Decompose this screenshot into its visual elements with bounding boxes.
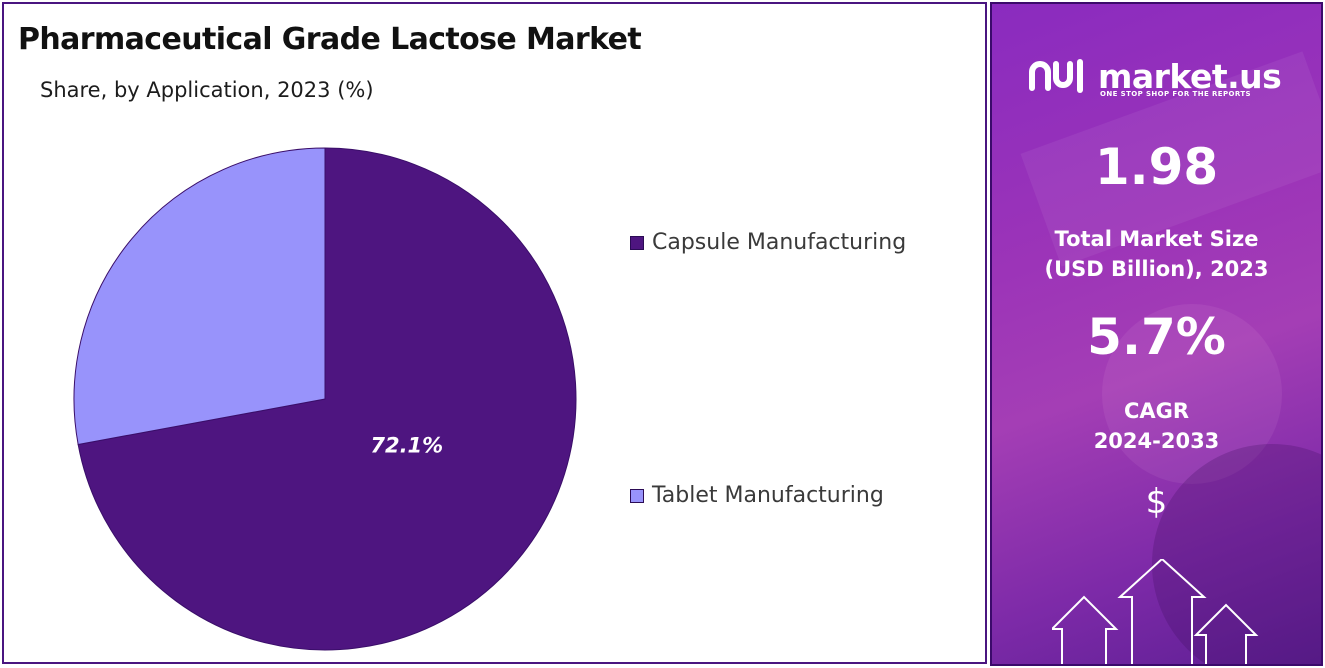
brand-tagline: ONE STOP SHOP FOR THE REPORTS [1100,90,1251,98]
chart-subtitle: Share, by Application, 2023 (%) [40,78,374,102]
slice-label-capsule: 72.1% [370,433,443,457]
market-size-label-line1: Total Market Size [1054,227,1259,251]
dollar-icon: $ [1145,482,1168,522]
summary-panel: market.us ONE STOP SHOP FOR THE REPORTS … [990,2,1323,666]
brand-logo: market.us [1028,56,1282,96]
brand-name: market.us [1098,56,1282,96]
cagr-value: 5.7% [1087,308,1226,366]
pie-slice-tablet [73,147,326,446]
cagr-label: CAGR 2024-2033 [992,396,1321,456]
market-size-label-line2: (USD Billion), 2023 [1044,257,1269,281]
legend-item-tablet: Tablet Manufacturing [630,483,884,508]
market-us-logo-icon [1029,59,1083,93]
legend-label-capsule: Capsule Manufacturing [652,230,907,255]
chart-title: Pharmaceutical Grade Lactose Market [18,22,642,57]
growth-arrows-icon [1052,559,1259,664]
cagr-label-line2: 2024-2033 [1093,429,1220,453]
market-size-label: Total Market Size (USD Billion), 2023 [992,224,1321,284]
pie-slice-capsule [77,147,577,651]
cagr-label-line1: CAGR [1123,399,1190,423]
pie-slices [73,147,577,651]
background-decoration [1102,304,1282,484]
chart-panel: Pharmaceutical Grade Lactose Market Shar… [2,2,987,664]
legend-label-tablet: Tablet Manufacturing [652,483,884,508]
market-size-value: 1.98 [1094,138,1219,196]
pie-chart: 72.1% [73,147,577,651]
legend-swatch-capsule [630,235,644,250]
legend-swatch-tablet [630,488,644,503]
legend-item-capsule: Capsule Manufacturing [630,230,906,255]
